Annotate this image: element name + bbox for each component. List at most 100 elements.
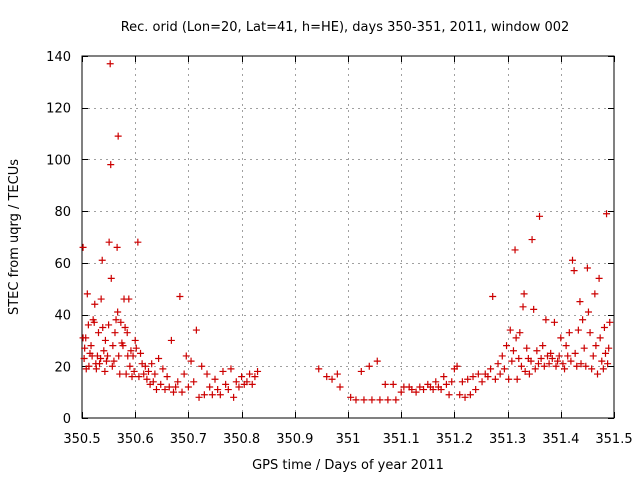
data-point-plus	[113, 243, 121, 251]
data-point-plus	[328, 375, 336, 383]
data-point-plus	[238, 373, 246, 381]
data-point-plus	[110, 357, 118, 365]
data-point-plus	[167, 336, 175, 344]
data-point-plus	[219, 367, 227, 375]
data-point-plus	[384, 396, 392, 404]
data-point-plus	[176, 292, 184, 300]
x-tick-label: 350.9	[276, 432, 313, 447]
data-point-plus	[246, 370, 254, 378]
data-point-plus	[105, 321, 113, 329]
data-point-plus	[117, 318, 125, 326]
data-point-plus	[508, 357, 516, 365]
data-point-plus	[547, 349, 555, 357]
data-point-plus	[574, 326, 582, 334]
data-point-plus	[440, 373, 448, 381]
data-point-plus	[123, 329, 131, 337]
data-point-plus	[121, 324, 129, 331]
data-point-plus	[206, 383, 214, 391]
data-point-plus	[109, 342, 117, 350]
data-point-plus	[116, 370, 124, 378]
tick-labels-layer: 350.5 350.6 350.7 350.8 350.9 351 351.1 351.2 35…	[46, 50, 632, 447]
data-point-plus	[141, 362, 149, 370]
data-point-plus	[80, 355, 88, 363]
x-tick-label: 350.6	[117, 432, 154, 447]
data-point-plus	[148, 360, 156, 368]
data-point-plus	[232, 378, 240, 386]
data-point-plus	[376, 396, 384, 404]
data-point-plus	[586, 329, 594, 337]
data-point-plus	[187, 357, 195, 365]
data-point-plus	[157, 380, 165, 388]
y-tick-label: 0	[63, 412, 71, 427]
data-point-plus	[496, 370, 504, 378]
data-point-plus	[506, 326, 514, 334]
data-point-plus	[360, 396, 368, 404]
x-tick-label: 351.2	[436, 432, 473, 447]
data-point-plus	[125, 295, 133, 303]
data-point-plus	[542, 316, 550, 324]
data-point-plus	[254, 367, 262, 375]
data-point-plus	[97, 355, 105, 363]
data-point-plus	[554, 357, 562, 365]
data-point-plus	[90, 318, 98, 326]
data-point-plus	[101, 367, 109, 375]
data-point-plus	[161, 386, 169, 394]
data-point-plus	[323, 373, 331, 381]
data-point-plus	[251, 373, 259, 381]
data-point-plus	[509, 347, 517, 355]
data-point-plus	[135, 373, 143, 381]
data-point-plus	[420, 386, 428, 394]
data-point-plus	[540, 362, 548, 370]
data-point-plus	[145, 367, 152, 375]
data-point-plus	[472, 386, 480, 394]
data-point-plus	[182, 352, 190, 360]
data-point-plus	[108, 362, 116, 370]
data-point-plus	[525, 370, 533, 378]
y-tick-label: 40	[54, 309, 71, 324]
x-tick-label: 350.8	[223, 432, 260, 447]
data-point-plus	[87, 342, 95, 350]
data-point-plus	[128, 373, 136, 381]
data-point-plus	[516, 329, 524, 337]
data-point-plus	[203, 370, 211, 378]
data-point-plus	[101, 336, 109, 344]
data-point-plus	[511, 246, 519, 254]
data-point-plus	[111, 329, 119, 337]
data-point-plus	[373, 357, 381, 365]
data-point-plus	[143, 375, 151, 383]
data-point-plus	[180, 370, 188, 378]
data-point-plus	[458, 378, 466, 386]
data-point-plus	[565, 329, 573, 337]
data-point-plus	[408, 386, 416, 394]
data-point-plus	[365, 362, 373, 370]
y-tick-label: 60	[54, 257, 71, 272]
data-point-plus	[592, 342, 600, 350]
data-point-plus	[96, 360, 104, 368]
chart-title: Rec. orid (Lon=20, Lat=41, h=HE), days 3…	[121, 20, 570, 35]
data-point-plus	[567, 357, 575, 365]
data-point-plus	[599, 365, 607, 373]
data-point-plus	[589, 352, 597, 360]
y-axis-label: STEC from uqrg / TECUs	[7, 159, 22, 315]
x-tick-label: 351	[336, 432, 361, 447]
data-point-plus	[539, 342, 547, 350]
data-point-plus	[235, 383, 243, 391]
data-point-plus	[137, 349, 145, 357]
data-point-plus	[531, 365, 539, 373]
data-point-plus	[557, 334, 565, 342]
data-point-plus	[559, 360, 567, 368]
data-point-plus	[570, 267, 578, 275]
data-point-plus	[550, 318, 558, 326]
x-tick-label: 350.7	[170, 432, 207, 447]
data-point-plus	[140, 370, 148, 378]
data-point-plus	[484, 373, 492, 381]
data-point-plus	[333, 370, 341, 378]
data-point-plus	[598, 357, 606, 365]
data-point-plus	[165, 383, 173, 391]
data-point-plus	[577, 360, 585, 368]
data-point-plus	[519, 303, 527, 311]
data-point-plus	[155, 355, 163, 363]
data-point-plus	[347, 393, 355, 401]
data-point-plus	[368, 396, 376, 404]
x-tick-label: 350.5	[63, 432, 100, 447]
